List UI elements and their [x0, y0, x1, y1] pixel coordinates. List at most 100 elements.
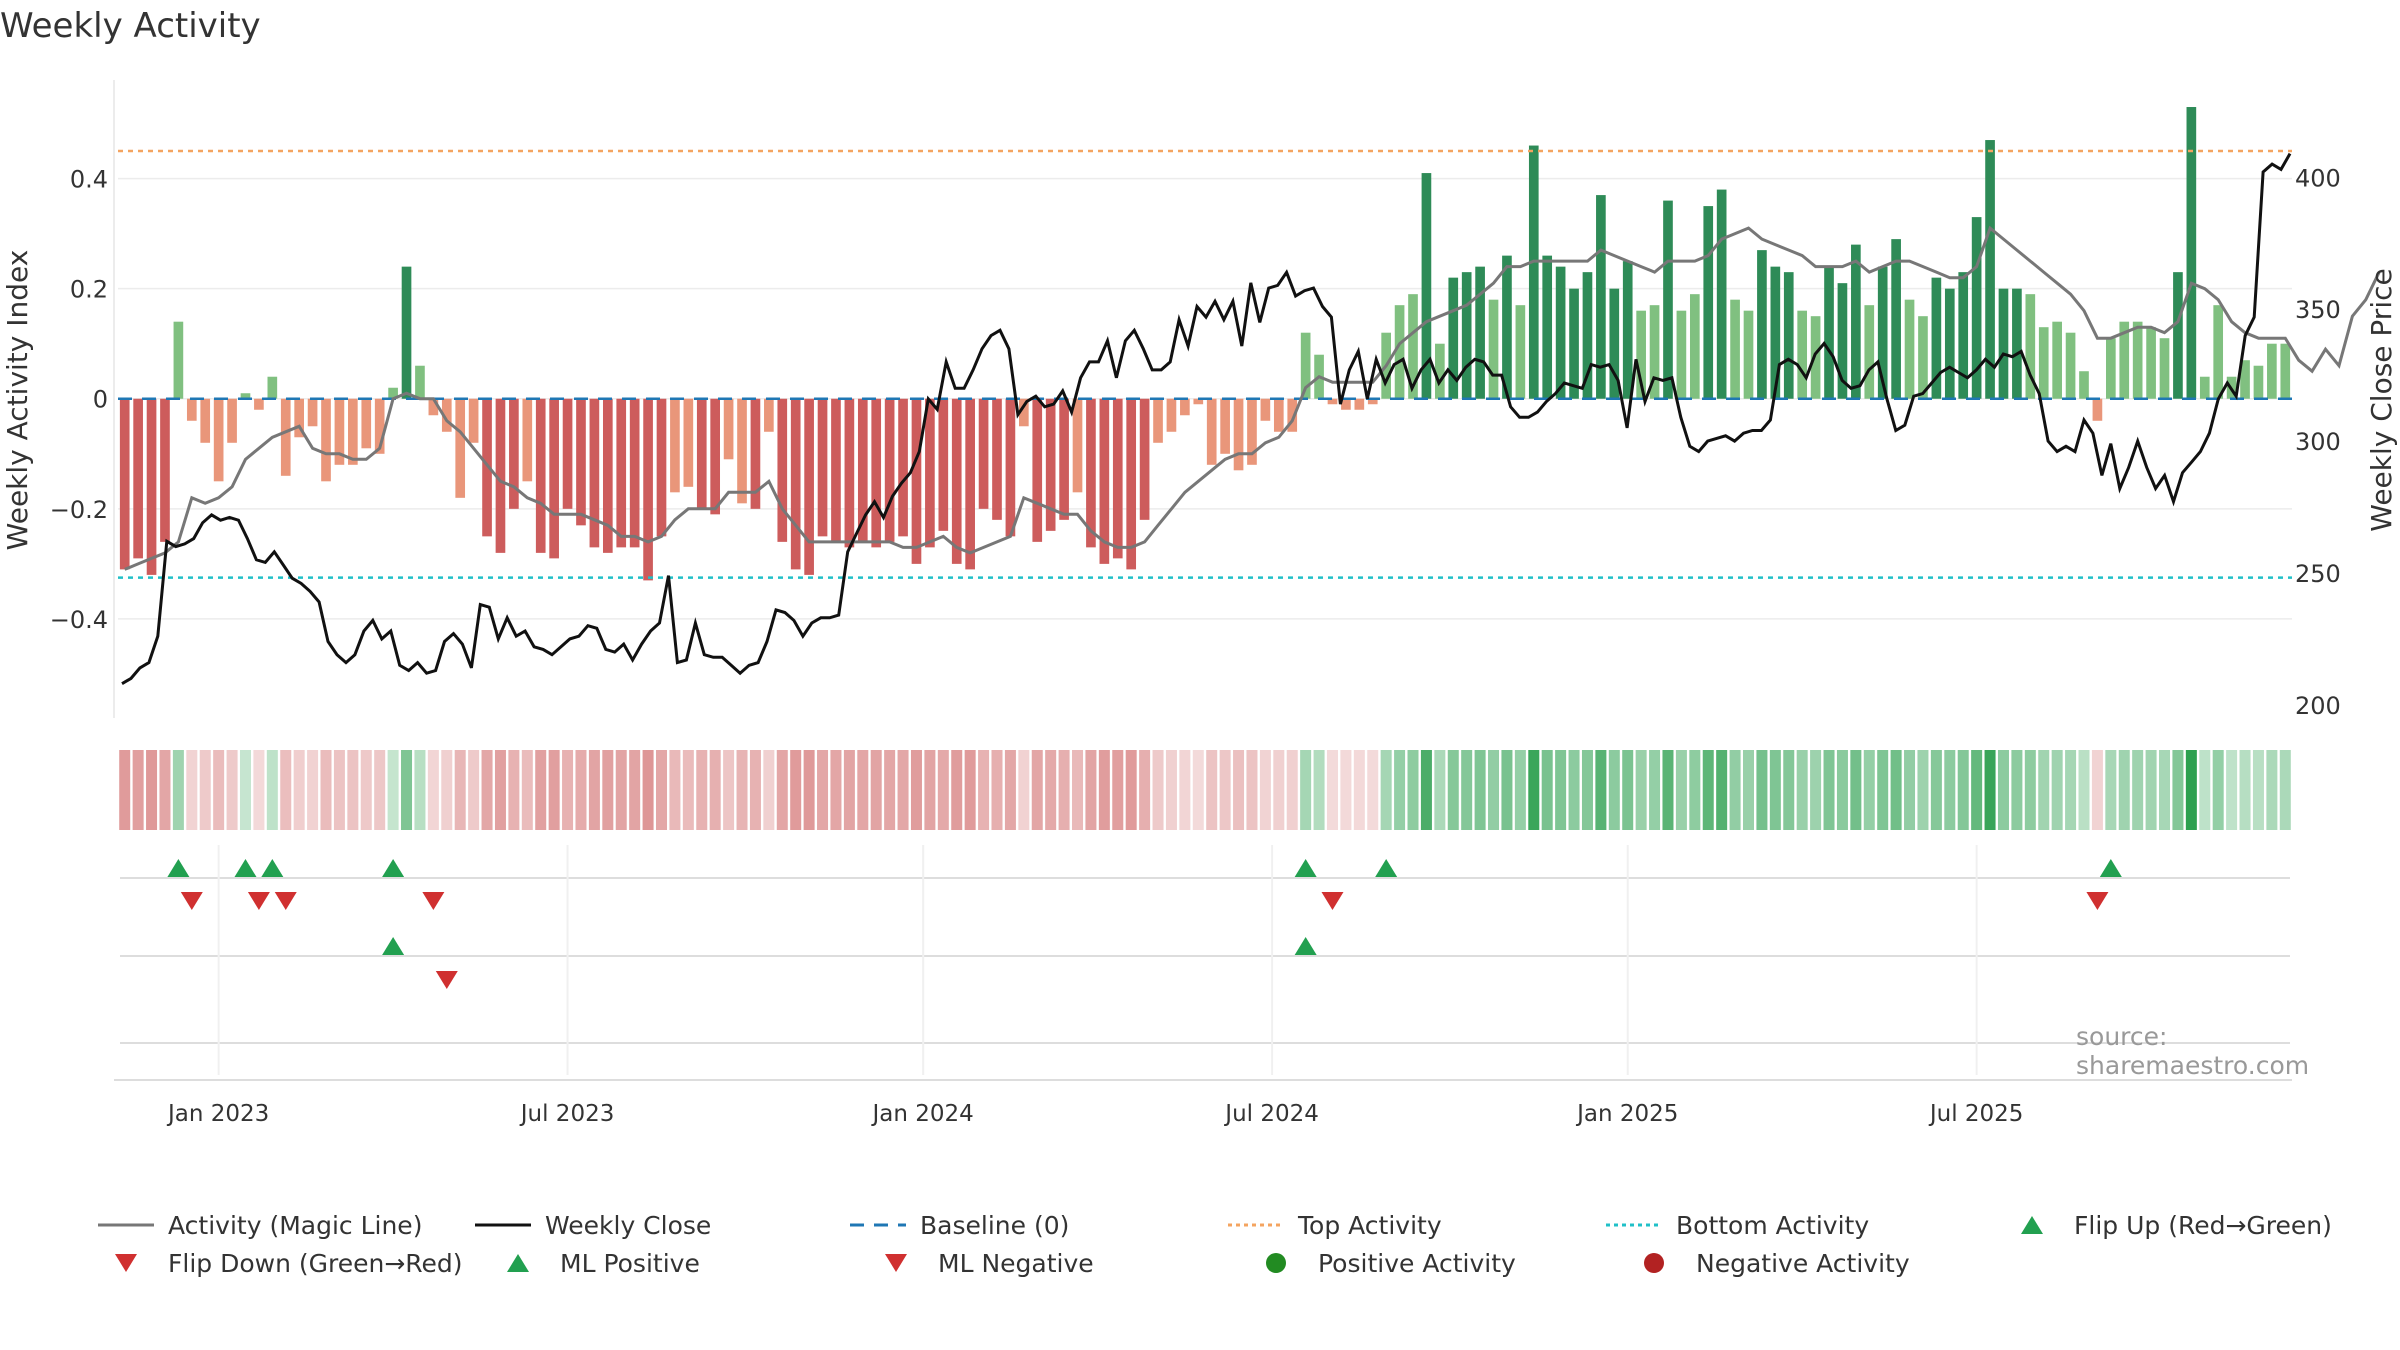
- activity-bar: [415, 365, 425, 399]
- activity-bar: [428, 398, 439, 416]
- activity-bar: [267, 376, 278, 399]
- strip-cell: [978, 750, 990, 830]
- activity-bar: [656, 398, 667, 537]
- activity-bar: [777, 398, 788, 542]
- strip-cell: [562, 750, 574, 830]
- strip-cell: [1675, 750, 1687, 830]
- activity-bar: [1689, 294, 1700, 399]
- strip-cell: [1206, 750, 1218, 830]
- strip-cell: [280, 750, 292, 830]
- activity-bar: [1743, 310, 1754, 399]
- activity-bar: [1193, 398, 1204, 405]
- dotted-line-icon: [1606, 1223, 1662, 1227]
- strip-cell: [347, 750, 359, 830]
- legend-label: Flip Down (Green→Red): [168, 1248, 463, 1278]
- activity-bar: [1475, 266, 1485, 399]
- activity-bar: [1663, 200, 1673, 399]
- activity-bar: [750, 398, 761, 509]
- activity-bar: [790, 398, 801, 570]
- activity-bar: [1233, 398, 1244, 471]
- strip-cell: [884, 750, 896, 830]
- flip-down-marker: [2086, 892, 2109, 910]
- series-lines: [121, 152, 2381, 685]
- activity-bar: [2079, 371, 2089, 399]
- y-tick-label: −0.2: [50, 496, 108, 524]
- strip-cell: [1836, 750, 1848, 830]
- chart-title: Weekly Activity: [0, 6, 261, 46]
- activity-bar: [1273, 398, 1284, 432]
- flip-up-marker: [234, 859, 257, 877]
- activity-bar: [938, 398, 949, 531]
- triangle-down-icon: [885, 1254, 907, 1272]
- strip-cell: [2091, 750, 2103, 830]
- activity-bar: [1421, 173, 1432, 399]
- y2-tick-label: 250: [2295, 560, 2341, 588]
- strip-cell: [1434, 750, 1446, 830]
- activity-bar: [1408, 294, 1418, 399]
- activity-bar: [1824, 266, 1834, 399]
- flip-up-marker: [382, 859, 405, 877]
- legend-label: Weekly Close: [545, 1210, 712, 1240]
- activity-bar: [844, 398, 855, 548]
- activity-bar: [441, 398, 452, 432]
- activity-bar: [2213, 305, 2224, 399]
- strip-cell: [1139, 750, 1151, 830]
- strip-cell: [1380, 750, 1392, 830]
- activity-bar: [133, 398, 143, 559]
- strip-cell: [2172, 750, 2184, 830]
- strip-cell: [1997, 750, 2009, 830]
- legend-label: ML Negative: [938, 1248, 1094, 1278]
- activity-bar: [884, 398, 895, 542]
- strip-cell: [1447, 750, 1459, 830]
- strip-cell: [1259, 750, 1271, 830]
- activity-bar: [764, 398, 774, 432]
- strip-cell: [749, 750, 761, 830]
- activity-bar: [1569, 288, 1579, 399]
- activity-bar: [1072, 398, 1083, 493]
- activity-bar: [831, 398, 841, 542]
- flip-down-marker: [247, 892, 270, 910]
- strip-cell: [1085, 750, 1097, 830]
- strip-cell: [186, 750, 198, 830]
- strip-cell: [1233, 750, 1245, 830]
- strip-cell: [2239, 750, 2251, 830]
- flip-up-marker: [261, 859, 284, 877]
- strip-cell: [1353, 750, 1365, 830]
- activity-bar: [1435, 343, 1445, 399]
- strip-cell: [508, 750, 520, 830]
- strip-cell: [1313, 750, 1325, 830]
- strip-cell: [1662, 750, 1674, 830]
- strip-cell: [119, 750, 131, 830]
- activity-bar: [2253, 365, 2264, 399]
- activity-bar: [254, 398, 264, 410]
- activity-bar: [495, 398, 506, 553]
- strip-cell: [1783, 750, 1795, 830]
- activity-bar: [119, 398, 130, 570]
- strip-cell: [548, 750, 560, 830]
- strip-cell: [1501, 750, 1513, 830]
- strip-cell: [588, 750, 600, 830]
- strip-cell: [696, 750, 708, 830]
- activity-bar: [2052, 321, 2062, 399]
- strip-cell: [964, 750, 976, 830]
- legend-item: Bottom Activity: [1604, 1210, 1869, 1240]
- strip-cell: [414, 750, 426, 830]
- y2-axis-title: Weekly Close Price: [2365, 268, 2398, 531]
- activity-bar: [321, 398, 331, 482]
- strip-cell: [1394, 750, 1406, 830]
- y-tick-label: 0.2: [70, 276, 108, 304]
- strip-cell: [1823, 750, 1835, 830]
- strip-cell: [1890, 750, 1902, 830]
- legend-item: Positive Activity: [1246, 1248, 1516, 1278]
- y-tick-label: 0: [93, 386, 108, 414]
- activity-bar: [1596, 195, 1606, 399]
- triangle-up-icon: [507, 1254, 529, 1272]
- activity-bar: [1367, 398, 1378, 405]
- activity-bar: [589, 398, 600, 548]
- strip-cell: [1420, 750, 1432, 830]
- strip-cell: [1622, 750, 1634, 830]
- activity-bar: [1153, 398, 1163, 443]
- y2-tick-label: 300: [2295, 428, 2341, 456]
- strip-cell: [1595, 750, 1607, 830]
- strip-cell: [1367, 750, 1379, 830]
